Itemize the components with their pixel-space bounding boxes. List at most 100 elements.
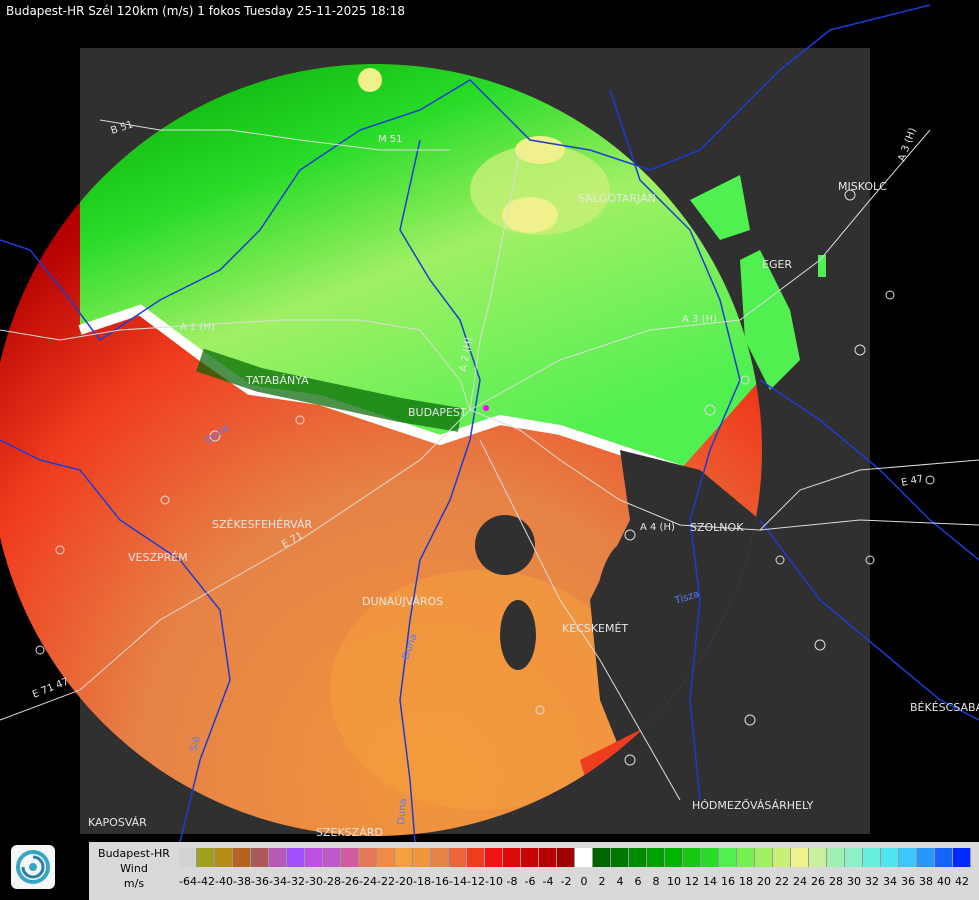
legend-swatch	[917, 848, 935, 867]
legend-swatch	[557, 848, 575, 867]
legend-swatch	[215, 848, 233, 867]
legend-swatch	[359, 848, 377, 867]
legend-swatch	[665, 848, 683, 867]
wind-legend: Budapest-HR Wind m/s -64 -42 -40 -38 -36 -34-…	[89, 842, 979, 900]
city-label: KECSKEMÉT	[562, 622, 628, 635]
legend-swatch	[431, 848, 449, 867]
legend-tick-label: -32	[287, 875, 305, 888]
city-label: TATABÁNYA	[245, 374, 309, 387]
legend-tick-label: 20	[757, 875, 771, 888]
roads	[0, 119, 979, 801]
legend-tick-label: -36	[251, 875, 269, 888]
river-label: Duna	[396, 798, 409, 825]
legend-station: Budapest-HR	[98, 847, 170, 860]
legend-tick-label: 6	[634, 875, 642, 888]
legend-swatch	[233, 848, 251, 867]
legend-unit: m/s	[123, 877, 145, 890]
legend-swatch	[449, 848, 467, 867]
legend-swatch	[629, 848, 647, 867]
city-label: SALGÓTARJÁN	[578, 192, 656, 205]
legend-tick-label: 16	[721, 875, 735, 888]
legend-tick-label: -24	[359, 875, 377, 888]
legend-tick-label: -4	[542, 875, 554, 888]
legend-swatch	[179, 848, 197, 867]
legend-tick-label: -40	[215, 875, 233, 888]
legend-tick-label: -16	[431, 875, 449, 888]
city-label: HÓDMEZŐVÁSÁRHELY	[692, 798, 814, 812]
legend-swatch	[809, 848, 827, 867]
radar-map[interactable]: SALGÓTARJÁN MISKOLC EGER TATABÁNYA BUDAP…	[0, 0, 979, 842]
legend-tick-label: -28	[323, 875, 341, 888]
city-label: SZEKSZÁRD	[316, 826, 383, 839]
legend-swatch	[791, 848, 809, 867]
legend-tick-label: -22	[377, 875, 395, 888]
legend-swatch	[305, 848, 323, 867]
legend-swatch	[953, 848, 971, 867]
legend-tick-label: -10	[485, 875, 503, 888]
legend-swatch	[611, 848, 629, 867]
legend-tick-labels: -64 -42 -40 -38 -36 -34 -32 -30 -28 -26 -24 -22 -20-…	[179, 875, 971, 889]
legend-swatch	[485, 848, 503, 867]
borders	[0, 4, 979, 842]
legend-swatch	[197, 848, 215, 867]
legend-tick-label: -20	[395, 875, 413, 888]
legend-swatch	[593, 848, 611, 867]
road-label: A 3 (H)	[682, 314, 717, 325]
legend-tick-label: -6	[524, 875, 536, 888]
legend-swatch	[845, 848, 863, 867]
city-label: EGER	[762, 258, 792, 271]
legend-tick-label: -26	[341, 875, 359, 888]
legend-swatch	[341, 848, 359, 867]
legend-swatch	[323, 848, 341, 867]
city-label: SZÉKESFEHÉRVÁR	[212, 518, 313, 531]
legend-tick-label: -2	[560, 875, 572, 888]
legend-tick-label: -14	[449, 875, 467, 888]
legend-tick-label: 28	[829, 875, 843, 888]
legend-tick-label: -64	[179, 875, 197, 888]
met-service-logo-icon	[11, 845, 55, 889]
legend-swatch	[539, 848, 557, 867]
city-label: VESZPRÉM	[128, 551, 188, 564]
legend-swatch	[827, 848, 845, 867]
legend-tick-label: 10	[667, 875, 681, 888]
legend-swatch	[251, 848, 269, 867]
legend-tick-label: -42	[197, 875, 215, 888]
city-label: DUNAÚJVÁROS	[362, 595, 443, 608]
outlying-echoes	[610, 110, 826, 390]
road-label: M 51	[378, 134, 403, 145]
legend-tick-label: 12	[685, 875, 699, 888]
legend-tick-label: 36	[901, 875, 915, 888]
legend-tick-label: 38	[919, 875, 933, 888]
map-title: Budapest-HR Szél 120km (m/s) 1 fokos Tue…	[6, 4, 405, 18]
legend-tick-label: 22	[775, 875, 789, 888]
road-label: A 4 (H)	[640, 522, 675, 533]
legend-tick-label: 34	[883, 875, 897, 888]
river-label: Sió	[187, 735, 203, 753]
legend-swatch	[575, 848, 593, 867]
city-labels: SALGÓTARJÁN MISKOLC EGER TATABÁNYA BUDAP…	[88, 180, 979, 839]
legend-tick-label: 30	[847, 875, 861, 888]
legend-swatch	[737, 848, 755, 867]
city-label: SZOLNOK	[690, 521, 744, 534]
legend-tick-label: 2	[598, 875, 606, 888]
legend-tick-label: 24	[793, 875, 807, 888]
city-label: KAPOSVÁR	[88, 816, 147, 829]
legend-swatch	[881, 848, 899, 867]
legend-tick-label: 8	[652, 875, 660, 888]
legend-tick-label: 0	[580, 875, 588, 888]
legend-tick-label: 26	[811, 875, 825, 888]
settlement-outlines	[35, 189, 935, 766]
legend-tick-label: -38	[233, 875, 251, 888]
legend-quantity: Wind	[120, 862, 148, 875]
legend-swatch	[755, 848, 773, 867]
city-label: BÉKÉSCSABA	[910, 701, 979, 714]
legend-swatch	[287, 848, 305, 867]
road-label: E 47	[900, 474, 924, 489]
legend-tick-label: -8	[506, 875, 518, 888]
legend-swatch	[863, 848, 881, 867]
legend-swatch	[467, 848, 485, 867]
legend-tick-label: -12	[467, 875, 485, 888]
legend-swatch	[899, 848, 917, 867]
legend-label: Budapest-HR Wind m/s	[89, 846, 179, 891]
legend-swatch	[503, 848, 521, 867]
